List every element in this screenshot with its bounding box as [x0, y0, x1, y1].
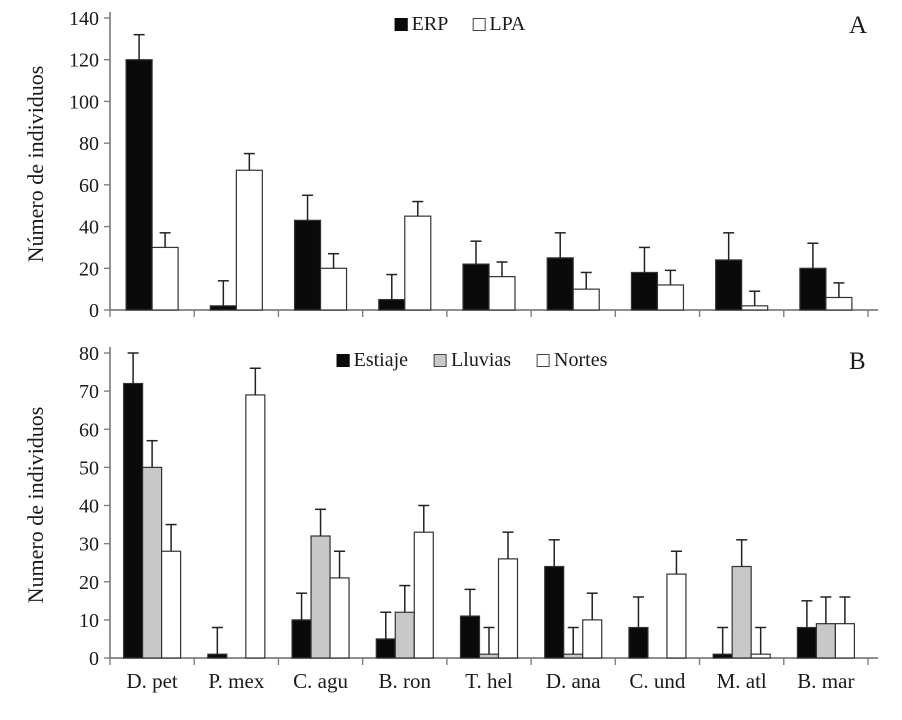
category-label: D. pet — [126, 669, 177, 693]
bar — [293, 219, 322, 311]
legend-swatch-erp-icon — [394, 18, 408, 31]
y-tick-label: 60 — [79, 175, 99, 197]
bar — [731, 565, 752, 659]
legend-swatch-estiaje-icon — [336, 354, 350, 367]
panel-a-label: A — [849, 12, 868, 39]
bar — [544, 565, 565, 659]
y-tick-label: 120 — [69, 50, 99, 72]
category-label: B. mar — [797, 669, 854, 693]
bar — [310, 535, 331, 659]
y-tick-label: 40 — [79, 496, 99, 518]
bar — [378, 298, 406, 311]
bar — [563, 653, 584, 659]
y-tick-label: 80 — [79, 133, 99, 155]
category-label: B. ron — [379, 669, 432, 693]
bar — [319, 267, 348, 311]
bar — [656, 284, 685, 311]
bar — [834, 623, 855, 659]
legend-panel-b: Estiaje Lluvias Nortes — [336, 349, 607, 372]
legend-swatch-lpa-icon — [472, 18, 486, 31]
category-label: T. hel — [465, 669, 513, 693]
legend-item-nortes: Nortes — [537, 349, 607, 372]
bar — [497, 558, 519, 659]
bar — [741, 305, 769, 311]
bar — [375, 638, 396, 659]
bar — [413, 531, 434, 659]
bar — [235, 169, 263, 311]
bar — [546, 257, 574, 311]
bar — [628, 626, 649, 659]
legend-label-estiaje: Estiaje — [353, 349, 409, 371]
bar — [125, 59, 153, 311]
bar — [666, 573, 687, 659]
bar — [245, 394, 266, 659]
legend-label-erp: ERP — [411, 13, 449, 35]
bar — [394, 611, 415, 659]
legend-item-lpa: LPA — [472, 13, 525, 36]
y-axis-label-panel-a: Número de individuos — [23, 65, 48, 263]
bar — [209, 305, 237, 311]
bar — [572, 288, 600, 311]
bar — [715, 259, 743, 311]
bar — [799, 267, 827, 311]
category-label: C. agu — [293, 669, 348, 693]
y-tick-label: 40 — [79, 217, 99, 239]
legend-swatch-lluvias-icon — [434, 354, 448, 367]
legend-label-lpa: LPA — [489, 13, 526, 35]
bar — [582, 619, 603, 659]
bar — [142, 466, 163, 659]
category-label: D. ana — [546, 669, 601, 693]
legend-panel-a: ERP LPA — [394, 13, 525, 36]
bar — [207, 653, 228, 659]
legend-label-nortes: Nortes — [554, 349, 608, 371]
y-tick-label: 0 — [89, 300, 99, 322]
bar — [825, 296, 853, 311]
y-tick-label: 10 — [79, 610, 99, 632]
bar — [459, 615, 481, 659]
y-tick-label: 80 — [79, 343, 99, 365]
legend-swatch-nortes-icon — [537, 354, 551, 367]
bar — [123, 382, 144, 659]
category-label: P. mex — [208, 669, 265, 693]
bar — [630, 271, 659, 311]
y-tick-label: 140 — [69, 8, 99, 30]
bar — [750, 653, 771, 659]
bar — [478, 653, 500, 659]
legend-label-lluvias: Lluvias — [451, 349, 512, 371]
bar — [796, 626, 817, 659]
bar — [329, 577, 350, 659]
y-axis-label-panel-b: Numero de individuos — [23, 406, 48, 604]
legend-item-erp: ERP — [394, 13, 449, 36]
legend-item-estiaje: Estiaje — [336, 349, 409, 372]
bar — [488, 276, 516, 311]
y-tick-label: 20 — [79, 572, 99, 594]
bar — [151, 246, 179, 311]
y-tick-label: 50 — [79, 457, 99, 479]
bar — [404, 215, 432, 311]
y-tick-label: 100 — [69, 91, 99, 113]
y-tick-label: 0 — [89, 648, 99, 670]
bar — [712, 653, 733, 659]
y-tick-label: 30 — [79, 534, 99, 556]
panel-b-label: B — [849, 348, 866, 375]
bar — [462, 263, 490, 311]
y-tick-label: 70 — [79, 381, 99, 403]
legend-item-lluvias: Lluvias — [434, 349, 511, 372]
category-label: M. atl — [717, 669, 767, 693]
bar — [161, 550, 182, 659]
y-tick-label: 20 — [79, 258, 99, 280]
y-tick-label: 60 — [79, 419, 99, 441]
bar — [815, 623, 836, 659]
category-label: C. und — [629, 669, 686, 693]
bar — [291, 619, 312, 659]
